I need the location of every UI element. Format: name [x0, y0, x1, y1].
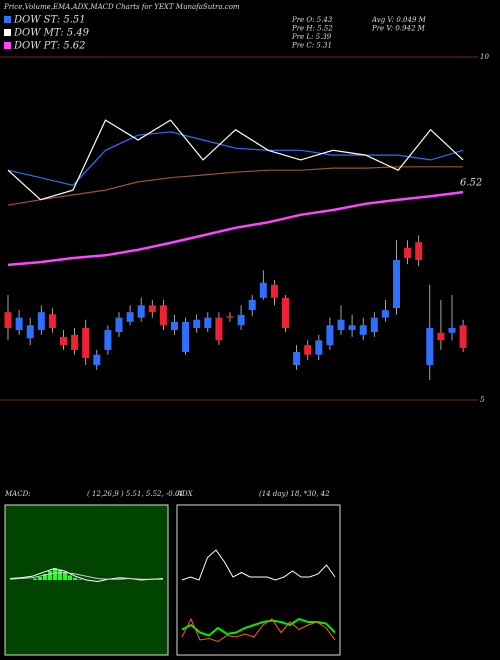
- price-annotation: 6.52: [460, 178, 482, 189]
- candle-body: [71, 334, 79, 350]
- candle-body: [104, 330, 112, 350]
- y-tick-label: 5: [480, 396, 485, 404]
- panel-label: ADX: [176, 490, 194, 498]
- legend-label: DOW ST: 5.51: [13, 15, 86, 26]
- candle-body: [370, 317, 378, 333]
- macd-histogram-bar: [73, 577, 77, 580]
- macd-histogram-bar: [63, 572, 67, 580]
- candle-body: [282, 297, 289, 328]
- candle-body: [326, 325, 334, 346]
- candle-body: [259, 282, 267, 298]
- candle-body: [359, 325, 367, 335]
- candle-body: [93, 354, 101, 366]
- indicator-line: [181, 549, 336, 581]
- legend-label: DOW MT: 5.49: [13, 28, 90, 39]
- candle-body: [270, 284, 278, 298]
- stat-label: Avg V: 0.049 M: [371, 16, 427, 24]
- candle-body: [437, 332, 445, 341]
- candle-body: [126, 312, 134, 322]
- macd-histogram-bar: [53, 568, 57, 580]
- candle-body: [171, 321, 178, 331]
- candle-body: [426, 327, 434, 366]
- indicator-line: [181, 617, 336, 643]
- legend-swatch: [4, 29, 11, 36]
- candle-body: [137, 305, 145, 318]
- stat-label: Pre O: 5.43: [291, 16, 333, 24]
- candle-body: [159, 305, 167, 326]
- candle-body: [60, 336, 67, 346]
- macd-histogram-bar: [38, 577, 42, 580]
- macd-histogram-bar: [33, 578, 37, 580]
- macd-histogram-bar: [68, 575, 72, 580]
- panel-params: (14 day) 18, *30, 42: [259, 490, 330, 498]
- candle-body: [304, 345, 312, 355]
- candle-body: [204, 317, 212, 328]
- candle-body: [348, 325, 356, 331]
- candle-body: [4, 312, 12, 328]
- indicator-line: [7, 166, 464, 206]
- page-title: Price,Volume,EMA,ADX,MACD Charts for YEX…: [3, 3, 240, 11]
- candle-body: [215, 317, 223, 341]
- indicator-line: [9, 571, 163, 580]
- candle-body: [182, 321, 190, 352]
- candle-body: [193, 319, 201, 328]
- macd-histogram-bar: [48, 571, 52, 580]
- y-tick-label: 10: [480, 53, 489, 61]
- legend-swatch: [4, 16, 11, 23]
- candle-body: [226, 316, 234, 318]
- stat-label: Pre C: 5.31: [291, 42, 332, 50]
- candle-body: [459, 325, 467, 348]
- candle-body: [115, 317, 123, 333]
- candle-body: [148, 305, 156, 313]
- legend-swatch: [4, 42, 11, 49]
- candle-body: [48, 314, 56, 328]
- candle-body: [82, 327, 90, 359]
- candle-body: [26, 325, 34, 339]
- candle-body: [381, 310, 389, 318]
- candle-body: [415, 242, 423, 261]
- panel-frame: [176, 504, 341, 656]
- candle-body: [315, 340, 323, 355]
- indicator-line: [7, 190, 464, 267]
- stat-label: Pre V: 0.942 M: [371, 25, 426, 33]
- candle-body: [404, 247, 412, 258]
- candle-body: [393, 260, 400, 309]
- candle-body: [248, 299, 256, 311]
- macd-histogram-bar: [58, 569, 62, 580]
- panel-params: ( 12,26,9 ) 5.51, 5.52, -0.01: [87, 490, 184, 498]
- indicator-line: [181, 617, 336, 637]
- candle-body: [448, 327, 456, 333]
- candle-body: [37, 312, 45, 331]
- candle-body: [237, 314, 245, 326]
- panel-label: MACD:: [4, 490, 31, 498]
- indicator-line: [7, 119, 464, 201]
- indicator-line: [7, 131, 464, 186]
- candle-body: [293, 351, 301, 366]
- candle-body: [15, 317, 23, 331]
- stat-label: Pre H: 5.52: [291, 25, 333, 33]
- candle-body: [337, 319, 345, 331]
- legend-label: DOW PT: 5.62: [13, 41, 86, 52]
- macd-histogram-bar: [43, 574, 47, 580]
- stat-label: Pre L: 5.39: [291, 33, 332, 41]
- macd-histogram-bar: [78, 579, 82, 580]
